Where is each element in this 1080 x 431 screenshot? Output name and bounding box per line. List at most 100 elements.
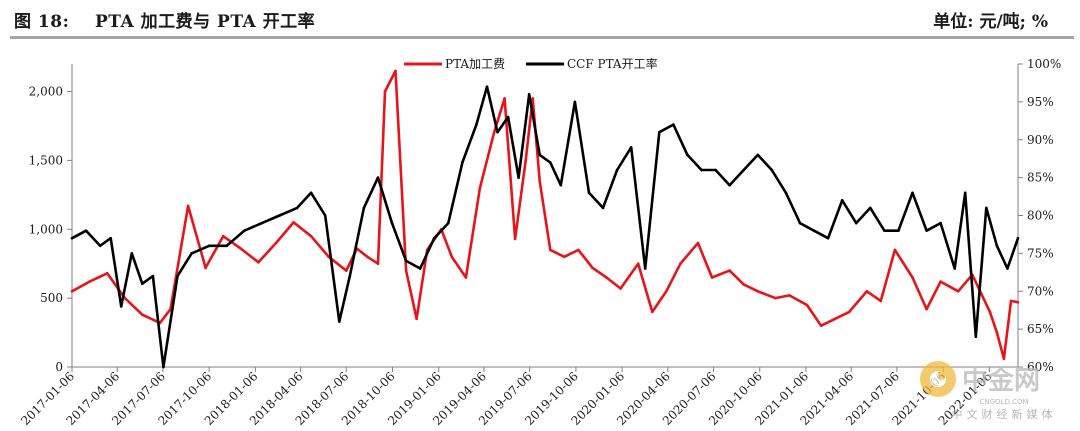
data-point	[309, 234, 313, 238]
pta-chart: PTA加工费 CCF PTA开工率 0 500 1,000 1,500 2,000 60…	[18, 56, 1061, 428]
data-point	[956, 289, 960, 293]
data-point	[190, 252, 193, 255]
data-point	[496, 130, 499, 134]
data-point	[278, 214, 281, 217]
data-point	[805, 303, 809, 307]
data-point	[527, 93, 531, 96]
data-point	[141, 313, 144, 316]
data-point	[925, 229, 928, 232]
figure-title: 图 18: PTA 加工费与 PTA 开工率	[14, 12, 316, 32]
data-point	[985, 206, 988, 210]
data-point	[478, 186, 482, 190]
data-point	[295, 206, 299, 210]
data-point	[243, 229, 246, 232]
data-point	[665, 289, 668, 293]
data-point	[225, 244, 229, 248]
data-point	[461, 161, 464, 164]
data-point	[840, 199, 844, 202]
legend-label-series-2: CCF PTA开工率	[567, 56, 658, 71]
data-point	[309, 191, 313, 195]
data-point	[686, 153, 689, 157]
data-point	[573, 100, 577, 104]
data-point	[605, 276, 608, 279]
data-point	[130, 252, 134, 255]
data-point	[774, 296, 777, 300]
data-point	[826, 236, 830, 240]
data-point	[348, 274, 352, 278]
data-point	[70, 236, 74, 240]
series-line-pta-processing-fee	[71, 69, 1019, 361]
data-point	[1002, 357, 1006, 361]
data-point	[591, 266, 594, 270]
data-point	[784, 191, 788, 195]
data-point	[475, 123, 478, 126]
data-point	[323, 214, 327, 217]
left-tick-label: 2,000	[29, 85, 63, 99]
data-point	[376, 262, 380, 266]
data-point	[629, 146, 633, 149]
chart-header: 图 18: PTA 加工费与 PTA 开工率 单位: 元/吨; %	[0, 0, 1080, 39]
data-point	[292, 221, 295, 224]
data-point	[1006, 267, 1009, 270]
data-point	[995, 244, 999, 248]
data-point	[577, 248, 580, 252]
right-tick-label: 60%	[1027, 360, 1054, 374]
data-point	[151, 274, 155, 278]
data-point	[257, 261, 260, 264]
data-point	[548, 161, 552, 164]
data-point	[939, 280, 942, 283]
legend: PTA加工费 CCF PTA开工率	[404, 56, 658, 71]
header-rule	[10, 36, 1074, 39]
data-point	[770, 168, 774, 172]
data-point	[162, 365, 165, 369]
data-point	[615, 168, 619, 172]
right-axis-ticks: 60% 65% 70% 75% 80% 85% 90% 95% 100%	[1018, 57, 1061, 374]
watermark-logo-dot	[938, 371, 946, 379]
data-point	[995, 331, 999, 334]
data-point	[700, 168, 703, 172]
right-tick-label: 65%	[1027, 322, 1054, 336]
data-point	[742, 283, 745, 286]
right-tick-label: 85%	[1027, 171, 1054, 185]
right-tick-label: 75%	[1027, 246, 1054, 260]
data-point	[362, 206, 366, 210]
left-axis-ticks: 0 500 1,000 1,500 2,000	[29, 85, 72, 374]
data-point	[538, 153, 542, 157]
series-points-1	[70, 69, 1020, 361]
left-tick-label: 1,000	[29, 222, 63, 236]
data-point	[84, 229, 88, 232]
data-point	[1016, 300, 1020, 304]
data-point	[619, 287, 622, 290]
data-point	[239, 247, 243, 250]
data-point	[531, 97, 534, 100]
data-point	[432, 236, 436, 240]
data-point	[925, 307, 928, 311]
series-points-2	[70, 85, 1020, 369]
data-point	[798, 221, 802, 225]
data-point	[788, 294, 791, 297]
data-point	[538, 179, 542, 183]
data-point	[345, 269, 348, 272]
data-point	[728, 183, 731, 187]
legend-label-series-1: PTA加工费	[445, 57, 505, 71]
watermark-domain: CNGOLD.COM	[979, 398, 1028, 406]
data-point	[587, 191, 591, 195]
right-tick-label: 100%	[1027, 57, 1061, 71]
data-point	[728, 269, 731, 272]
data-point	[221, 234, 225, 238]
data-point	[868, 206, 872, 210]
data-point	[911, 276, 914, 279]
data-point	[503, 97, 506, 100]
data-point	[404, 269, 408, 272]
left-tick-label: 500	[40, 291, 63, 305]
data-point	[492, 131, 496, 135]
data-point	[1016, 236, 1020, 240]
unit-label: 单位: 元/吨; %	[933, 12, 1048, 32]
data-point	[879, 299, 883, 303]
data-point	[643, 267, 647, 270]
left-tick-label: 1,500	[29, 153, 63, 167]
data-point	[506, 115, 510, 119]
data-point	[88, 280, 91, 283]
right-tick-label: 70%	[1027, 284, 1054, 298]
data-point	[513, 237, 517, 241]
